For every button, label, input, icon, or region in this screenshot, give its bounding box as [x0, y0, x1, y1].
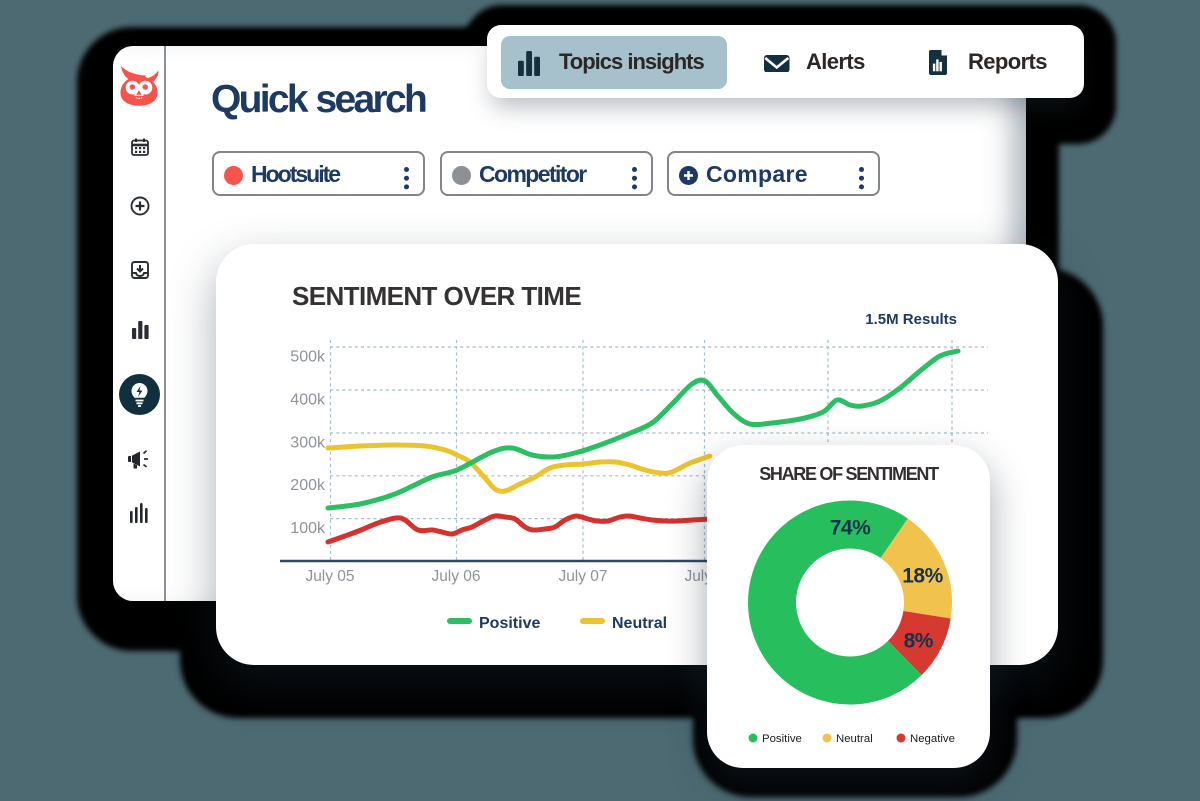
svg-text:Negative: Negative: [910, 733, 955, 745]
svg-text:400k: 400k: [290, 392, 326, 409]
svg-text:500k: 500k: [290, 349, 326, 366]
svg-text:July 06: July 06: [431, 568, 480, 585]
svg-text:Positive: Positive: [762, 733, 802, 745]
svg-text:8%: 8%: [904, 630, 934, 653]
svg-text:Neutral: Neutral: [836, 733, 873, 745]
svg-text:18%: 18%: [902, 565, 943, 588]
svg-text:Positive: Positive: [479, 615, 540, 632]
svg-text:July 07: July 07: [558, 568, 607, 585]
svg-text:200k: 200k: [290, 477, 326, 494]
svg-text:74%: 74%: [830, 517, 871, 540]
svg-text:100k: 100k: [290, 520, 326, 537]
svg-text:300k: 300k: [290, 434, 326, 451]
svg-text:July 05: July 05: [305, 568, 354, 585]
svg-text:Neutral: Neutral: [612, 615, 667, 632]
